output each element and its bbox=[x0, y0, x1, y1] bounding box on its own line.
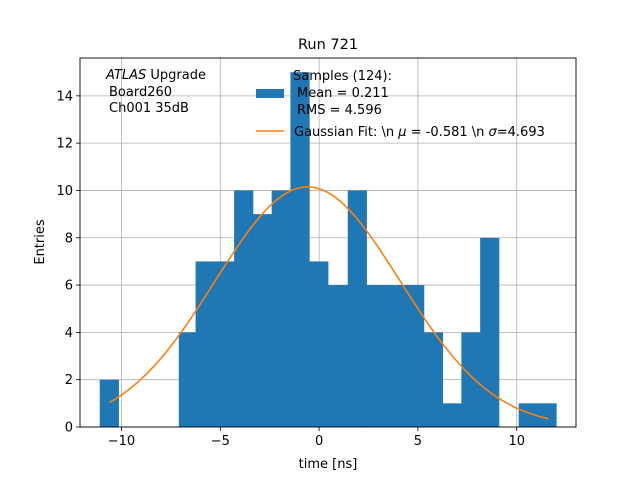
legend-samples-title: Samples (124): bbox=[293, 69, 392, 84]
histogram-bar bbox=[442, 403, 462, 427]
upgrade-label: Upgrade bbox=[146, 68, 206, 83]
histogram-bar bbox=[461, 332, 481, 427]
chart-title: Run 721 bbox=[298, 37, 358, 53]
x-axis-label: time [ns] bbox=[299, 457, 358, 472]
y-tick-label: 6 bbox=[65, 279, 73, 294]
y-tick-label: 10 bbox=[56, 184, 73, 199]
histogram-bar bbox=[234, 190, 254, 427]
y-tick-label: 2 bbox=[65, 373, 73, 388]
histogram-bar bbox=[252, 214, 273, 427]
y-tick-label: 0 bbox=[65, 421, 73, 436]
plot-frame bbox=[79, 57, 577, 428]
histogram-bars bbox=[99, 72, 557, 427]
x-tick-label: −5 bbox=[211, 434, 230, 449]
histogram-bar bbox=[99, 379, 119, 427]
legend-fit-mu: μ bbox=[397, 125, 406, 140]
legend-fit-middle: = -0.581 \n bbox=[407, 125, 489, 140]
x-tick-label: 0 bbox=[315, 434, 323, 449]
histogram-bar bbox=[271, 190, 291, 427]
x-tick-label: −10 bbox=[108, 434, 135, 449]
x-axis-ticks: −10 −5 0 5 10 bbox=[108, 427, 525, 449]
legend-fit-label: Gaussian Fit: \n μ = -0.581 \n σ=4.693 bbox=[294, 125, 545, 140]
legend-samples-mean: Mean = 0.211 bbox=[297, 86, 389, 101]
annotation-line-3: Ch001 35dB bbox=[109, 101, 189, 116]
histogram-bar bbox=[366, 285, 425, 427]
histogram-bar bbox=[423, 332, 444, 427]
x-tick-label: 5 bbox=[414, 434, 422, 449]
annotation-line-2: Board260 bbox=[109, 85, 172, 100]
y-axis-label: Entries bbox=[33, 219, 48, 265]
y-tick-label: 14 bbox=[56, 89, 73, 104]
histogram-bar bbox=[480, 237, 500, 427]
histogram-bar bbox=[195, 261, 235, 427]
legend-fit-prefix: Gaussian Fit: \n bbox=[294, 125, 398, 140]
legend-samples-rms: RMS = 4.596 bbox=[297, 103, 382, 118]
y-axis-ticks: 0 2 4 6 8 10 12 14 bbox=[56, 89, 80, 436]
histogram-bar bbox=[309, 261, 329, 427]
y-tick-label: 4 bbox=[65, 326, 73, 341]
y-tick-label: 8 bbox=[65, 231, 73, 246]
histogram-bar bbox=[178, 332, 197, 427]
atlas-label: ATLAS bbox=[105, 68, 146, 83]
legend-fit-sigma: σ bbox=[489, 125, 498, 140]
histogram-bar bbox=[328, 285, 349, 427]
legend-fit-suffix: =4.693 bbox=[497, 125, 545, 140]
histogram-bar bbox=[347, 190, 367, 427]
atlas-annotation: ATLAS Upgrade Board260 Ch001 35dB bbox=[105, 68, 206, 116]
annotation-line-1: ATLAS Upgrade bbox=[105, 68, 206, 83]
y-tick-label: 12 bbox=[56, 137, 73, 152]
x-tick-label: 10 bbox=[508, 434, 525, 449]
gaussian-fit-line bbox=[109, 186, 549, 420]
legend: Samples (124): Mean = 0.211 RMS = 4.596 … bbox=[256, 69, 545, 140]
histogram-bar bbox=[290, 72, 310, 427]
legend-samples-swatch bbox=[256, 89, 284, 98]
